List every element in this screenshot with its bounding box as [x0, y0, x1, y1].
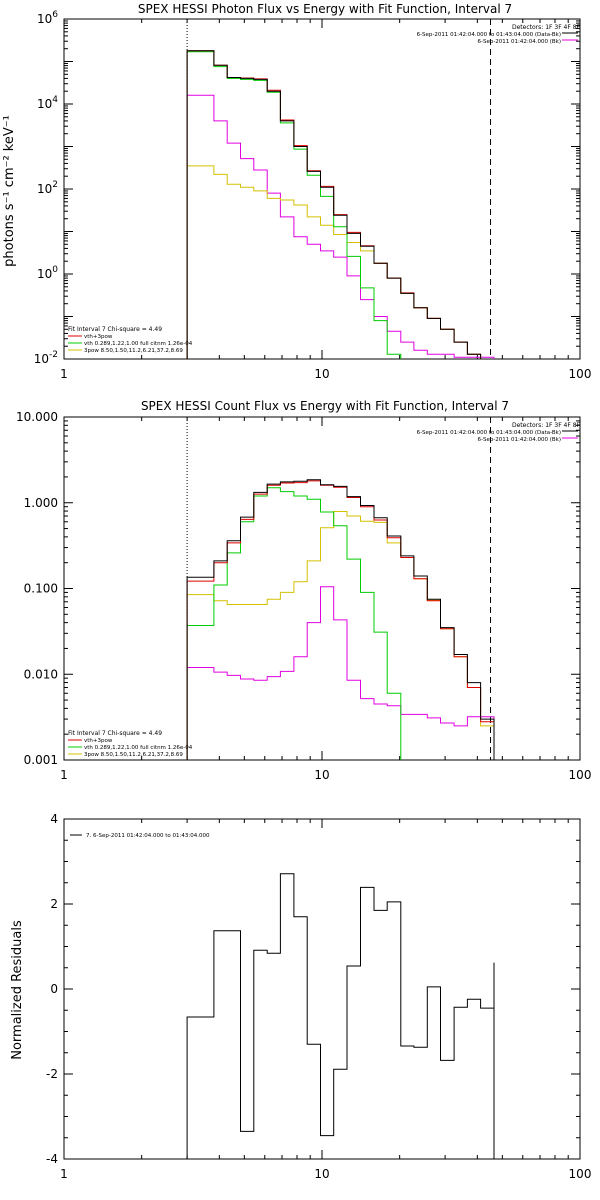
- plot-frame: [63, 818, 581, 1160]
- x-tick-label: 1: [60, 1167, 68, 1181]
- series-line: [186, 480, 495, 760]
- y-tick-label: 104: [37, 95, 58, 111]
- photon-y-axis-label: photons s⁻¹ cm⁻² keV⁻¹: [2, 115, 17, 267]
- count-detectors-label: Detectors: 1F 3F 4F 8F: [512, 422, 581, 429]
- photon-fit-header: Fit Interval 7 Chi-square = 4.49: [68, 326, 162, 333]
- x-tick-label: 10: [314, 367, 329, 381]
- y-tick-label: 100: [37, 265, 58, 281]
- y-tick-label: 0.100: [24, 582, 58, 596]
- residuals-legend-label: 7. 6-Sep-2011 01:42:04.000 to 01:43:04.0…: [86, 833, 210, 839]
- series-line: [186, 487, 495, 760]
- y-tick-label: 4: [50, 812, 58, 826]
- y-tick-label: 1.000: [24, 496, 58, 510]
- photon-fit-3pow-label: 3pow 8.50,1.50,11.2,6.21,37.2,8.69: [84, 348, 183, 354]
- series-line: [186, 511, 503, 760]
- plot-frame: [63, 416, 581, 761]
- y-tick-label: -2: [46, 1067, 58, 1081]
- count-fit-model-label: vth+3pow: [84, 738, 113, 744]
- count-flux-panel: SPEX HESSI Count Flux vs Energy with Fit…: [16, 399, 591, 782]
- series-line: [186, 586, 495, 760]
- series-line: [186, 873, 495, 1159]
- y-tick-label: 0.001: [24, 753, 58, 767]
- x-tick-label: 100: [569, 768, 592, 782]
- y-tick-label: 0: [50, 982, 58, 996]
- y-tick-label: 106: [37, 10, 58, 26]
- plot-frame: [63, 18, 581, 360]
- x-tick-label: 1: [60, 367, 68, 381]
- x-tick-label: 100: [569, 1167, 592, 1181]
- y-tick-label: 10.000: [16, 410, 58, 424]
- count-fit-header: Fit Interval 7 Chi-square = 4.49: [68, 730, 162, 737]
- y-tick-label: 0.010: [24, 667, 58, 681]
- residuals-panel: Normalized Residuals 7. 6-Sep-2011 01:42…: [10, 812, 591, 1181]
- photon-fit-vth-label: vth 0.289,1.22,1.00 full citnm 1.26e-04: [84, 341, 193, 347]
- photon-fit-model-label: vth+3pow: [84, 334, 113, 340]
- y-tick-label: 102: [37, 180, 58, 196]
- photon-flux-panel: SPEX HESSI Photon Flux vs Energy with Fi…: [2, 2, 592, 381]
- count-legend-bk-label: 6-Sep-2011 01:42:04.000 (Bk): [477, 437, 561, 443]
- series-line: [186, 94, 495, 359]
- x-tick-label: 10: [314, 1167, 329, 1181]
- x-tick-label: 1: [60, 768, 68, 782]
- series-line: [186, 479, 495, 760]
- series-line: [186, 165, 495, 359]
- residuals-y-axis-label: Normalized Residuals: [10, 920, 25, 1060]
- x-tick-label: 10: [314, 768, 329, 782]
- count-chart-title: SPEX HESSI Count Flux vs Energy with Fit…: [141, 399, 509, 413]
- y-tick-label: 2: [50, 897, 58, 911]
- photon-detectors-label: Detectors: 1F 3F 4F 8F: [512, 24, 581, 31]
- series-line: [186, 50, 495, 359]
- photon-chart-title: SPEX HESSI Photon Flux vs Energy with Fi…: [138, 2, 512, 16]
- series-line: [186, 51, 495, 359]
- photon-legend-data-label: 6-Sep-2011 01:42:04.000 to 01:43:04.000 …: [417, 32, 561, 38]
- y-tick-label: 10-2: [34, 350, 58, 366]
- count-fit-vth-label: vth 0.289,1.22,1.00 full citnm 1.26e-04: [84, 745, 193, 751]
- photon-legend-bk-label: 6-Sep-2011 01:42:04.000 (Bk): [477, 39, 561, 45]
- y-tick-label: -4: [46, 1152, 58, 1166]
- count-legend-data-label: 6-Sep-2011 01:42:04.000 to 01:43:04.000 …: [417, 430, 561, 436]
- series-line: [186, 50, 495, 359]
- count-fit-3pow-label: 3pow 8.50,1.50,11.2,6.21,37.2,8.69: [84, 752, 183, 758]
- x-tick-label: 100: [569, 367, 592, 381]
